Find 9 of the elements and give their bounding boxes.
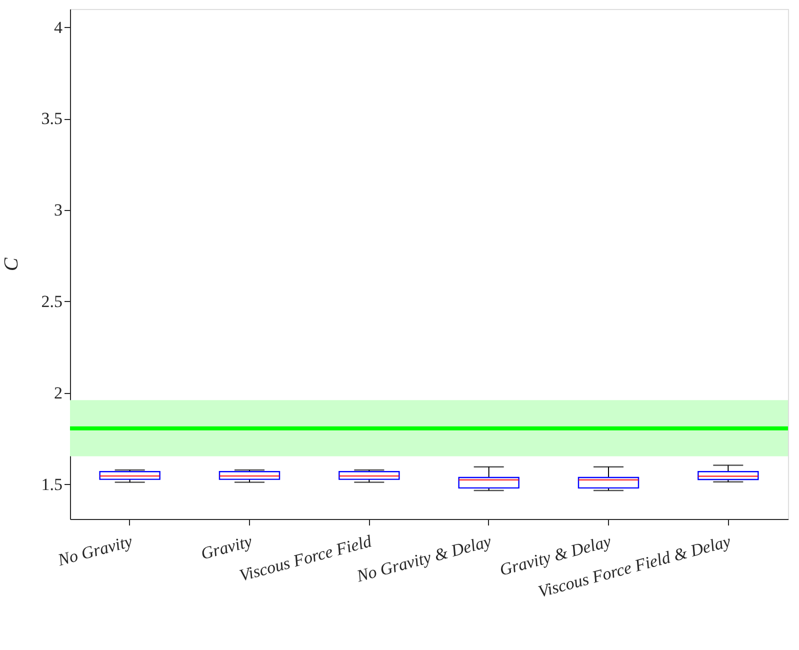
y-tick-label: 2.5	[41, 292, 62, 311]
y-tick-label: 1.5	[41, 474, 62, 494]
x-tick-label: No Gravity	[54, 531, 135, 570]
y-tick-label: 3	[54, 200, 62, 220]
y-tick-label: 4	[54, 18, 63, 37]
y-tick-label: 2	[54, 383, 62, 402]
y-tick-label: 3.5	[41, 109, 62, 128]
y-axis-title: C	[0, 257, 22, 272]
x-tick-label: Gravity	[198, 531, 254, 564]
